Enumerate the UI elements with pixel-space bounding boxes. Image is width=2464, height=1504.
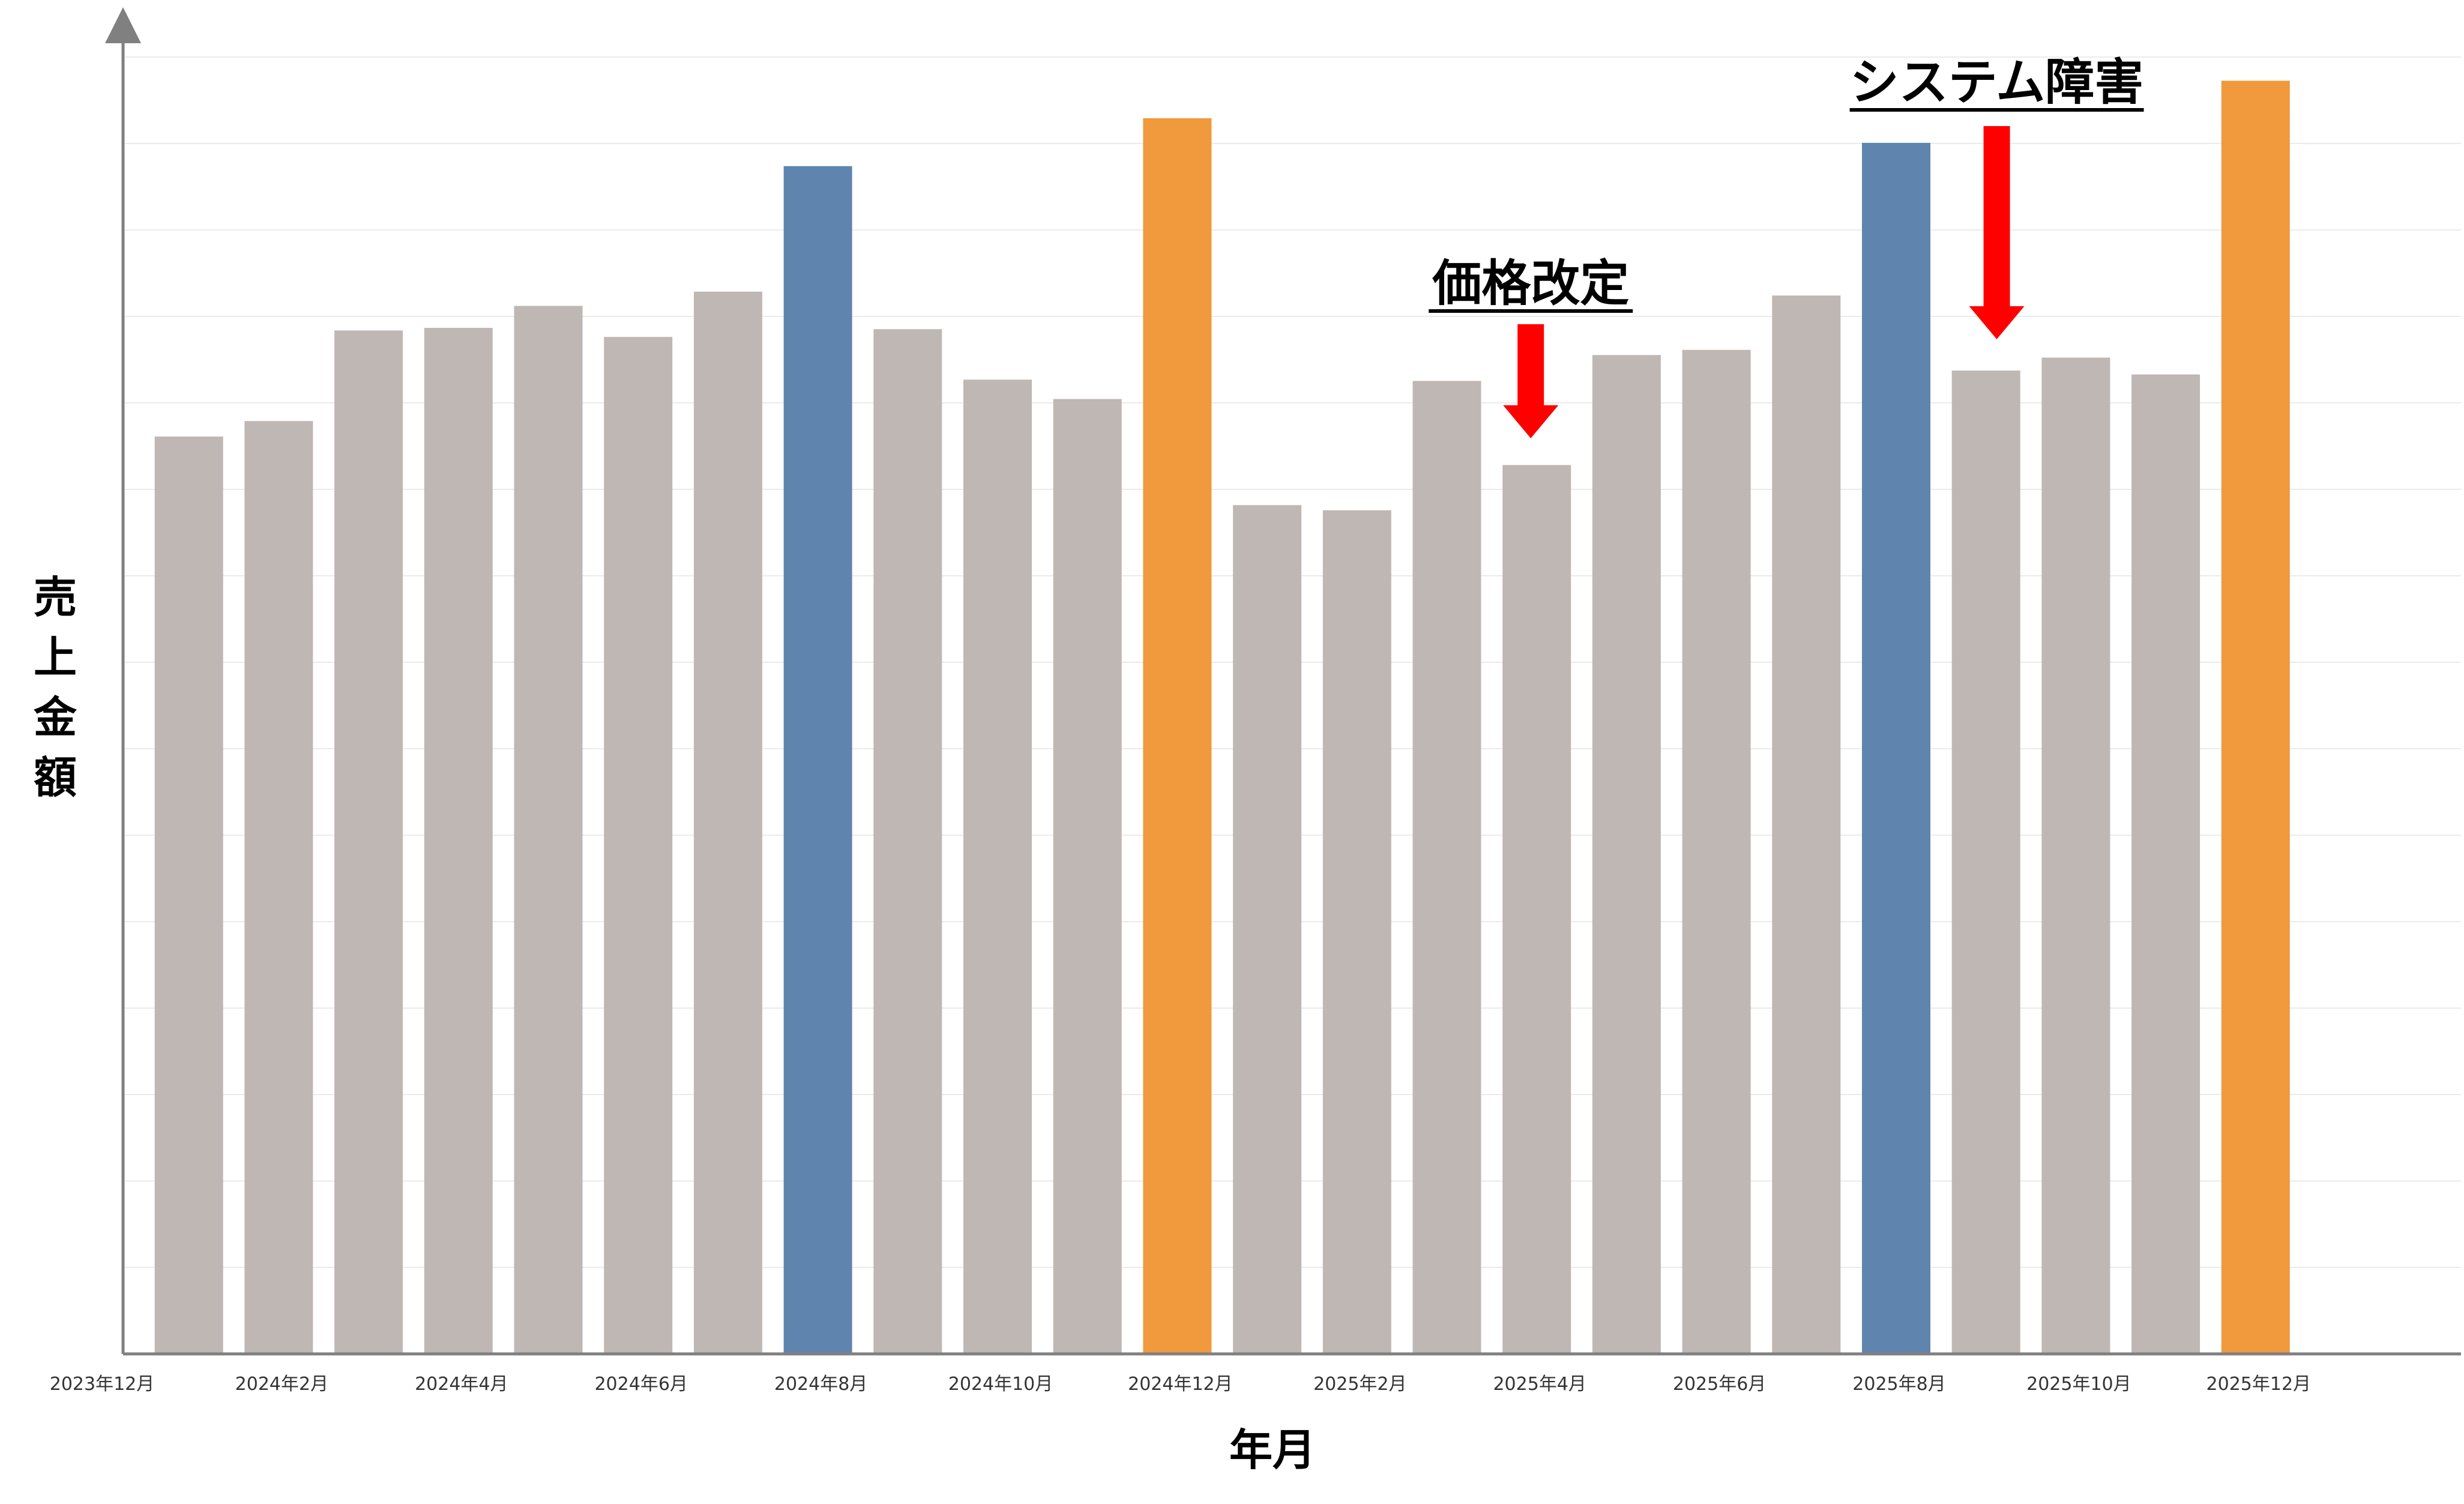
bar-2025年10月 [2041, 357, 2110, 1354]
bar-2024年11月 [1053, 399, 1122, 1354]
x-axis-title: 年月 [1229, 1425, 1316, 1475]
annotation-label: システム障害 [1850, 54, 2144, 111]
bar-2025年4月 [1502, 465, 1571, 1354]
bar-2024年10月 [963, 379, 1032, 1355]
bar-2025年12月 [2221, 80, 2290, 1355]
bar-2024年12月 [1143, 118, 1212, 1354]
x-tick-label: 2025年12月 [2206, 1374, 2312, 1395]
bar-2024年3月 [334, 330, 403, 1354]
bar-2025年2月 [1322, 510, 1391, 1355]
bar-2025年11月 [2131, 374, 2200, 1354]
x-tick-labels: 2023年12月 2024年2月 2024年4月 2024年6月 2024年8月 2024… [50, 1374, 2311, 1395]
bar-2024年7月 [693, 291, 762, 1354]
bar-2024年2月 [244, 421, 313, 1354]
x-tick-label: 2025年8月 [1852, 1374, 1945, 1395]
x-tick-label: 2025年6月 [1673, 1374, 1766, 1395]
bar-2025年5月 [1592, 355, 1661, 1354]
bar-2024年9月 [873, 329, 942, 1354]
annotation-arrow-shaft [1983, 126, 2010, 306]
x-tick-label: 2024年8月 [774, 1374, 867, 1395]
bars [154, 80, 2290, 1355]
annotation-label: 価格改定 [1432, 255, 1629, 312]
x-tick-label: 2024年12月 [1128, 1374, 1233, 1395]
x-tick-label: 2025年2月 [1313, 1374, 1406, 1395]
x-tick-label: 2025年10月 [2026, 1374, 2131, 1395]
bar-2024年5月 [514, 306, 583, 1355]
bar-2024年4月 [424, 328, 493, 1355]
x-tick-label: 2024年2月 [235, 1374, 328, 1395]
annotations: 価格改定 システム障害 [1429, 54, 2144, 438]
annotation-arrow-shaft [1517, 324, 1544, 405]
bar-2025年7月 [1772, 295, 1841, 1355]
axes [105, 7, 2461, 1356]
x-tick-label: 2025年4月 [1493, 1374, 1586, 1395]
annotation-arrow-head [1969, 306, 2025, 339]
x-tick-label: 2024年6月 [594, 1374, 687, 1395]
x-tick-label: 2023年12月 [50, 1374, 155, 1395]
bar-2024年6月 [604, 337, 673, 1355]
bar-2024年1月 [154, 436, 223, 1354]
y-axis-title: 売上金額 [33, 572, 77, 803]
x-tick-label: 2024年10月 [948, 1374, 1053, 1395]
bar-2024年8月 [783, 166, 852, 1355]
x-tick-label: 2024年4月 [415, 1374, 508, 1395]
annotation-arrow-head [1503, 405, 1559, 438]
bar-2025年8月 [1862, 142, 1930, 1354]
bar-2025年3月 [1412, 381, 1481, 1355]
bar-2025年9月 [1951, 370, 2020, 1355]
bar-2025年6月 [1682, 349, 1751, 1354]
bar-2025年1月 [1233, 505, 1302, 1354]
